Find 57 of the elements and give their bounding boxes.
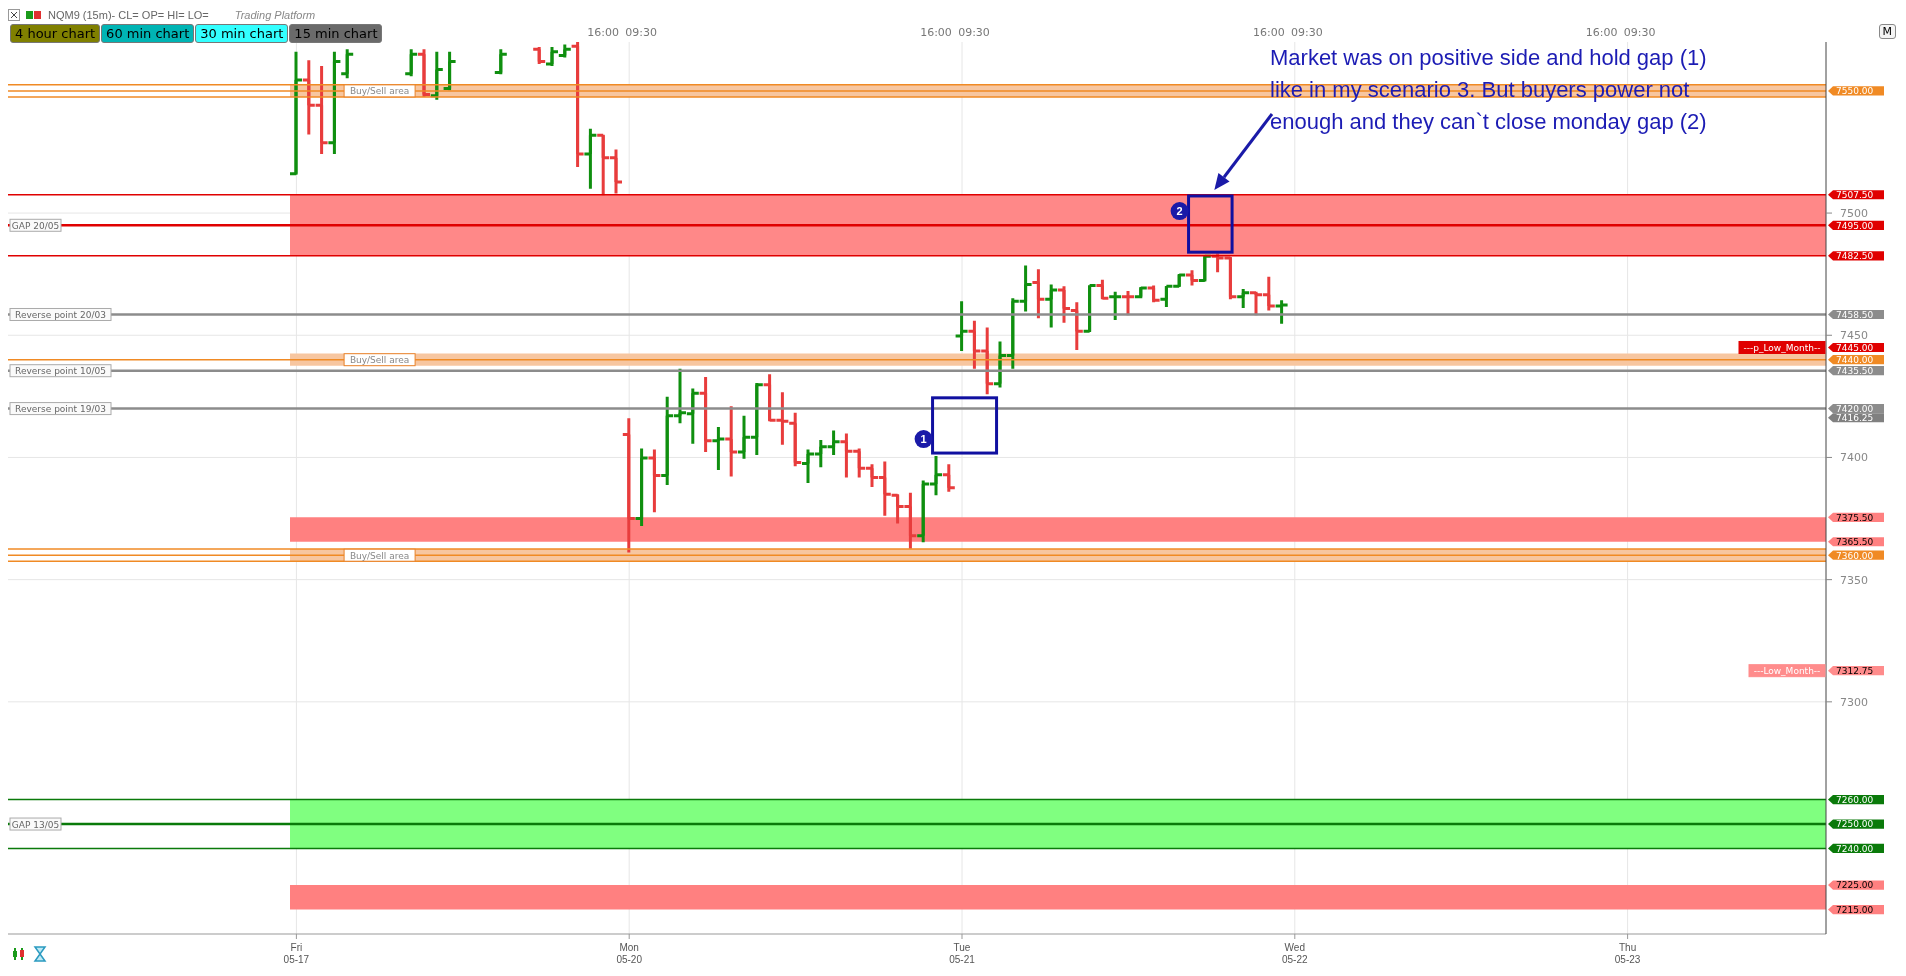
ref-line-label: GAP 13/05	[11, 819, 60, 830]
x-tick-label: Tue 05-21	[949, 942, 976, 965]
y2-tick-label: 7440.00	[1836, 355, 1874, 365]
y2-tick-label: 7250.00	[1836, 819, 1874, 830]
chart-subtitle: Trading Platform	[234, 9, 316, 21]
text: 09:30	[958, 26, 990, 39]
annotation: Market was on positive side and hold gap (1) like in my scenario 3. But buyers power not enough and they can`t close monday gap (2)	[1270, 44, 1707, 136]
y2-tick-label: 7495.00	[1836, 220, 1874, 231]
y2-tick-label: 7458.50	[1836, 309, 1874, 320]
text: 16:00	[587, 26, 620, 39]
text: 4 hour chart	[10, 24, 101, 43]
y2-tick-label: 7312.75	[1836, 665, 1874, 676]
text: 16:00	[1252, 26, 1285, 39]
y-tick-label: 7500	[1840, 206, 1868, 220]
y2-tick-label: 7482.50	[1836, 251, 1874, 262]
text: 60 min chart	[101, 24, 195, 43]
x-tick-label: Fri 05-17	[283, 942, 310, 965]
text: NQM9 (15m)- CL= OP= HI= LO=	[48, 9, 209, 21]
y2-tick-label: 7435.50	[1836, 366, 1874, 376]
text: M	[1878, 24, 1896, 39]
x-tick-label: Mon 05-20	[616, 942, 643, 965]
text: 09:30	[1623, 26, 1656, 39]
text: 09:30	[625, 26, 658, 39]
text: 15 min chart	[289, 24, 383, 43]
ref-line-label: GAP 20/05	[11, 220, 60, 231]
y-tick-label: 7300	[1840, 695, 1868, 709]
annotation: 2	[1176, 205, 1183, 218]
y2-tick-label: 7375.50	[1836, 512, 1874, 523]
text: 30 min chart	[195, 24, 289, 43]
y2-tick-label: 7260.00	[1836, 794, 1874, 805]
band-label: Buy/Sell area	[349, 550, 410, 561]
y2-tick-label: 7420.00	[1836, 403, 1874, 414]
x-tick-label: Thu 05-23	[1614, 942, 1641, 965]
ref-line-label: Reverse point 10/05	[15, 366, 106, 377]
y2-tick-label: 7507.50	[1836, 190, 1874, 201]
ref-line-label: Reverse point 19/03	[15, 404, 106, 415]
text: 09:30	[1290, 26, 1323, 39]
y2-tick-label: 7240.00	[1836, 843, 1874, 854]
y2-tick-label: 7445.00	[1836, 342, 1874, 353]
y2-tick-label: 7550.00	[1836, 86, 1874, 97]
annotation: ---p_Low_Month--	[1743, 342, 1821, 353]
annotation: 1	[920, 433, 927, 446]
y2-tick-label: 7416.25	[1836, 413, 1874, 424]
y-tick-label: 7450	[1840, 329, 1868, 343]
ref-line-label: Reverse point 20/03	[15, 309, 106, 320]
x-tick-label: Wed 05-22	[1282, 942, 1309, 965]
y-tick-label: 7400	[1840, 451, 1868, 465]
text: 16:00	[920, 26, 952, 39]
y2-tick-label: 7215.00	[1836, 904, 1874, 915]
y2-tick-label: 7360.00	[1836, 550, 1874, 561]
y-tick-label: 7350	[1840, 573, 1868, 587]
band-label: Buy/Sell area	[349, 86, 410, 97]
band-label: Buy/Sell area	[349, 355, 410, 366]
annotation: ---Low_Month--	[1753, 666, 1821, 677]
y2-tick-label: 7225.00	[1836, 880, 1874, 891]
y2-tick-label: 7365.50	[1836, 537, 1874, 548]
text: 16:00	[1585, 26, 1618, 39]
